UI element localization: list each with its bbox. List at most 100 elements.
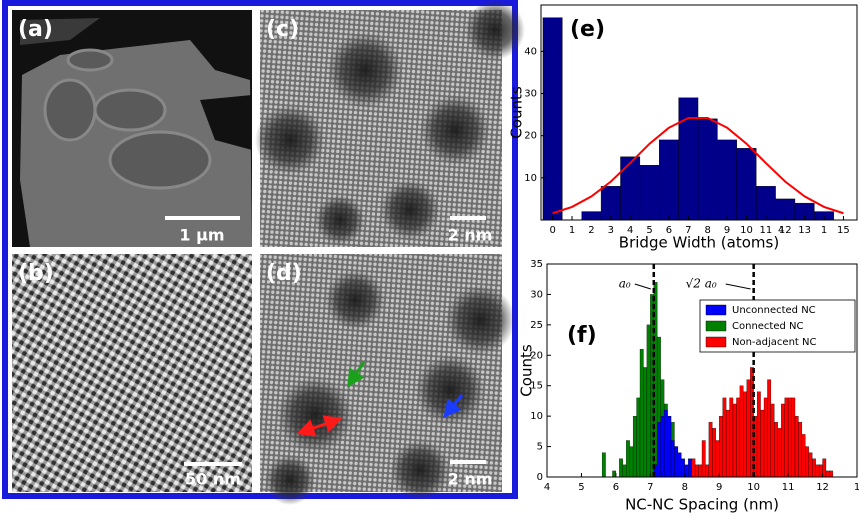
histogram-bar <box>743 392 746 477</box>
y-tick-label: 10 <box>530 411 543 422</box>
histogram-bar <box>712 428 715 477</box>
x-tick-label: 15 <box>837 225 850 236</box>
image-d: (d) 2 nm <box>260 254 515 505</box>
y-axis-label: Counts <box>508 86 526 139</box>
reference-arrow <box>726 284 751 289</box>
histogram-bar <box>637 398 640 477</box>
bar <box>698 119 717 220</box>
histogram-bar <box>716 440 719 477</box>
bar <box>659 140 678 220</box>
histogram-bar <box>733 404 736 477</box>
x-axis-label: Bridge Width (atoms) <box>619 234 779 252</box>
image-a: (a) 1 μm <box>12 10 252 247</box>
chart-title: (f) <box>567 323 597 348</box>
histogram-bar <box>619 459 622 477</box>
histogram-bar <box>730 398 733 477</box>
histogram-bar <box>823 459 826 477</box>
legend-swatch <box>706 337 726 347</box>
y-tick-label: 20 <box>524 131 537 142</box>
scale-bar-label: 2 nm <box>448 226 493 245</box>
legend-swatch <box>706 321 726 331</box>
histogram-bar <box>798 422 801 477</box>
x-tick-label: 1 <box>821 225 827 236</box>
histogram-bar <box>795 416 798 477</box>
legend-label: Non-adjacent NC <box>732 337 816 348</box>
bar <box>543 18 562 220</box>
chart-title: (e) <box>570 17 605 42</box>
histogram-bar <box>771 404 774 477</box>
annotation: 4 <box>778 225 784 236</box>
histogram-bar <box>767 380 770 477</box>
x-tick-label: 5 <box>578 482 584 493</box>
x-tick-label: 8 <box>682 482 688 493</box>
figure: (a) 1 μm (b) 50 nm (c) 2 nm (d) 2 nm <box>0 0 859 519</box>
histogram-bar <box>647 325 650 477</box>
histogram-bar <box>678 453 681 477</box>
histogram-bar <box>612 471 615 477</box>
y-tick-label: 0 <box>537 472 543 483</box>
histogram-bar <box>781 404 784 477</box>
bar <box>620 157 639 220</box>
histogram-bar <box>774 422 777 477</box>
histogram-bar <box>657 422 660 477</box>
histogram-bar <box>688 459 691 477</box>
x-tick-label: 13 <box>798 225 811 236</box>
histogram-bar <box>792 398 795 477</box>
histogram-bar <box>643 367 646 477</box>
x-tick-label: 12 <box>816 482 829 493</box>
histogram-bar <box>785 398 788 477</box>
x-tick-label: 11 <box>782 482 795 493</box>
histogram-bar <box>602 453 605 477</box>
reference-label: √2 a₀ <box>686 277 717 291</box>
histogram-bar <box>761 410 764 477</box>
histogram-bar <box>623 465 626 477</box>
panel-label: (d) <box>266 261 302 286</box>
histogram-bar <box>778 428 781 477</box>
image-c: (c) 2 nm <box>255 0 525 247</box>
histogram-bar <box>802 434 805 477</box>
histogram-bar <box>674 447 677 477</box>
bar <box>756 186 775 220</box>
histogram-bar <box>709 422 712 477</box>
bar <box>679 98 698 220</box>
histogram-bar <box>633 416 636 477</box>
y-tick-label: 5 <box>537 442 543 453</box>
histogram-bar <box>829 471 832 477</box>
histogram-bar <box>661 416 664 477</box>
histogram-bar <box>809 453 812 477</box>
chart: 01234567891011121311510203040(e)Bridge W… <box>508 5 858 252</box>
histogram-bar <box>826 471 829 477</box>
histogram-bar <box>702 440 705 477</box>
panel-label: (b) <box>18 261 54 286</box>
x-tick-label: 10 <box>747 482 760 493</box>
histogram-bar <box>812 459 815 477</box>
x-tick-label: 6 <box>613 482 619 493</box>
histogram-bar <box>719 416 722 477</box>
y-tick-label: 10 <box>524 173 537 184</box>
panel-label: (a) <box>18 17 53 42</box>
histogram-bar <box>736 398 739 477</box>
histogram-bar <box>681 459 684 477</box>
histogram-bar <box>668 416 671 477</box>
histogram-bar <box>664 410 667 477</box>
histogram-bar <box>740 386 743 477</box>
y-tick-label: 25 <box>530 320 543 331</box>
histogram-bar <box>685 465 688 477</box>
bar <box>737 148 756 220</box>
y-tick-label: 35 <box>530 259 543 270</box>
histogram-bar <box>788 398 791 477</box>
x-axis-label: NC-NC Spacing (nm) <box>625 496 779 514</box>
y-tick-label: 40 <box>524 46 537 57</box>
legend-label: Unconnected NC <box>732 305 816 316</box>
histogram-bar <box>692 459 695 477</box>
y-axis-label: Counts <box>518 344 536 397</box>
y-tick-label: 30 <box>530 289 543 300</box>
bar <box>601 186 620 220</box>
bar <box>640 165 659 220</box>
scale-bar-label: 50 nm <box>185 470 241 489</box>
histogram-bar <box>671 440 674 477</box>
legend-label: Connected NC <box>732 321 804 332</box>
x-tick-label: 1 <box>854 482 859 493</box>
x-tick-label: 1 <box>569 225 575 236</box>
